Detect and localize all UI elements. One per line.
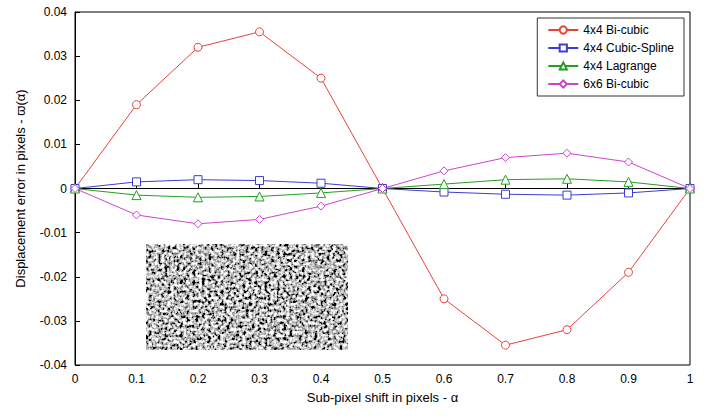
- svg-text:0.6: 0.6: [436, 372, 453, 386]
- svg-text:0: 0: [60, 182, 67, 196]
- svg-text:-0.02: -0.02: [40, 270, 68, 284]
- svg-text:0.7: 0.7: [497, 372, 514, 386]
- svg-text:0.3: 0.3: [251, 372, 268, 386]
- svg-text:0: 0: [72, 372, 79, 386]
- svg-text:4x4 Cubic-Spline: 4x4 Cubic-Spline: [583, 41, 674, 55]
- svg-text:0.04: 0.04: [44, 5, 68, 19]
- svg-text:0.8: 0.8: [559, 372, 576, 386]
- svg-text:-0.03: -0.03: [40, 314, 68, 328]
- svg-text:0.4: 0.4: [313, 372, 330, 386]
- svg-text:Sub-pixel shift in pixels - α: Sub-pixel shift in pixels - α: [307, 390, 459, 405]
- svg-text:4x4 Lagrange: 4x4 Lagrange: [583, 59, 657, 73]
- svg-text:0.5: 0.5: [374, 372, 391, 386]
- svg-text:1: 1: [687, 372, 694, 386]
- svg-text:Displacement error in pixels -: Displacement error in pixels - ϖ(α): [13, 89, 28, 287]
- svg-text:0.2: 0.2: [190, 372, 207, 386]
- svg-text:4x4 Bi-cubic: 4x4 Bi-cubic: [583, 23, 648, 37]
- svg-text:6x6 Bi-cubic: 6x6 Bi-cubic: [583, 77, 648, 91]
- svg-text:0.1: 0.1: [128, 372, 145, 386]
- svg-text:0.02: 0.02: [44, 93, 68, 107]
- svg-text:0.03: 0.03: [44, 49, 68, 63]
- svg-text:-0.04: -0.04: [40, 358, 68, 372]
- svg-text:-0.01: -0.01: [40, 226, 68, 240]
- svg-text:0.9: 0.9: [620, 372, 637, 386]
- svg-text:0.01: 0.01: [44, 137, 68, 151]
